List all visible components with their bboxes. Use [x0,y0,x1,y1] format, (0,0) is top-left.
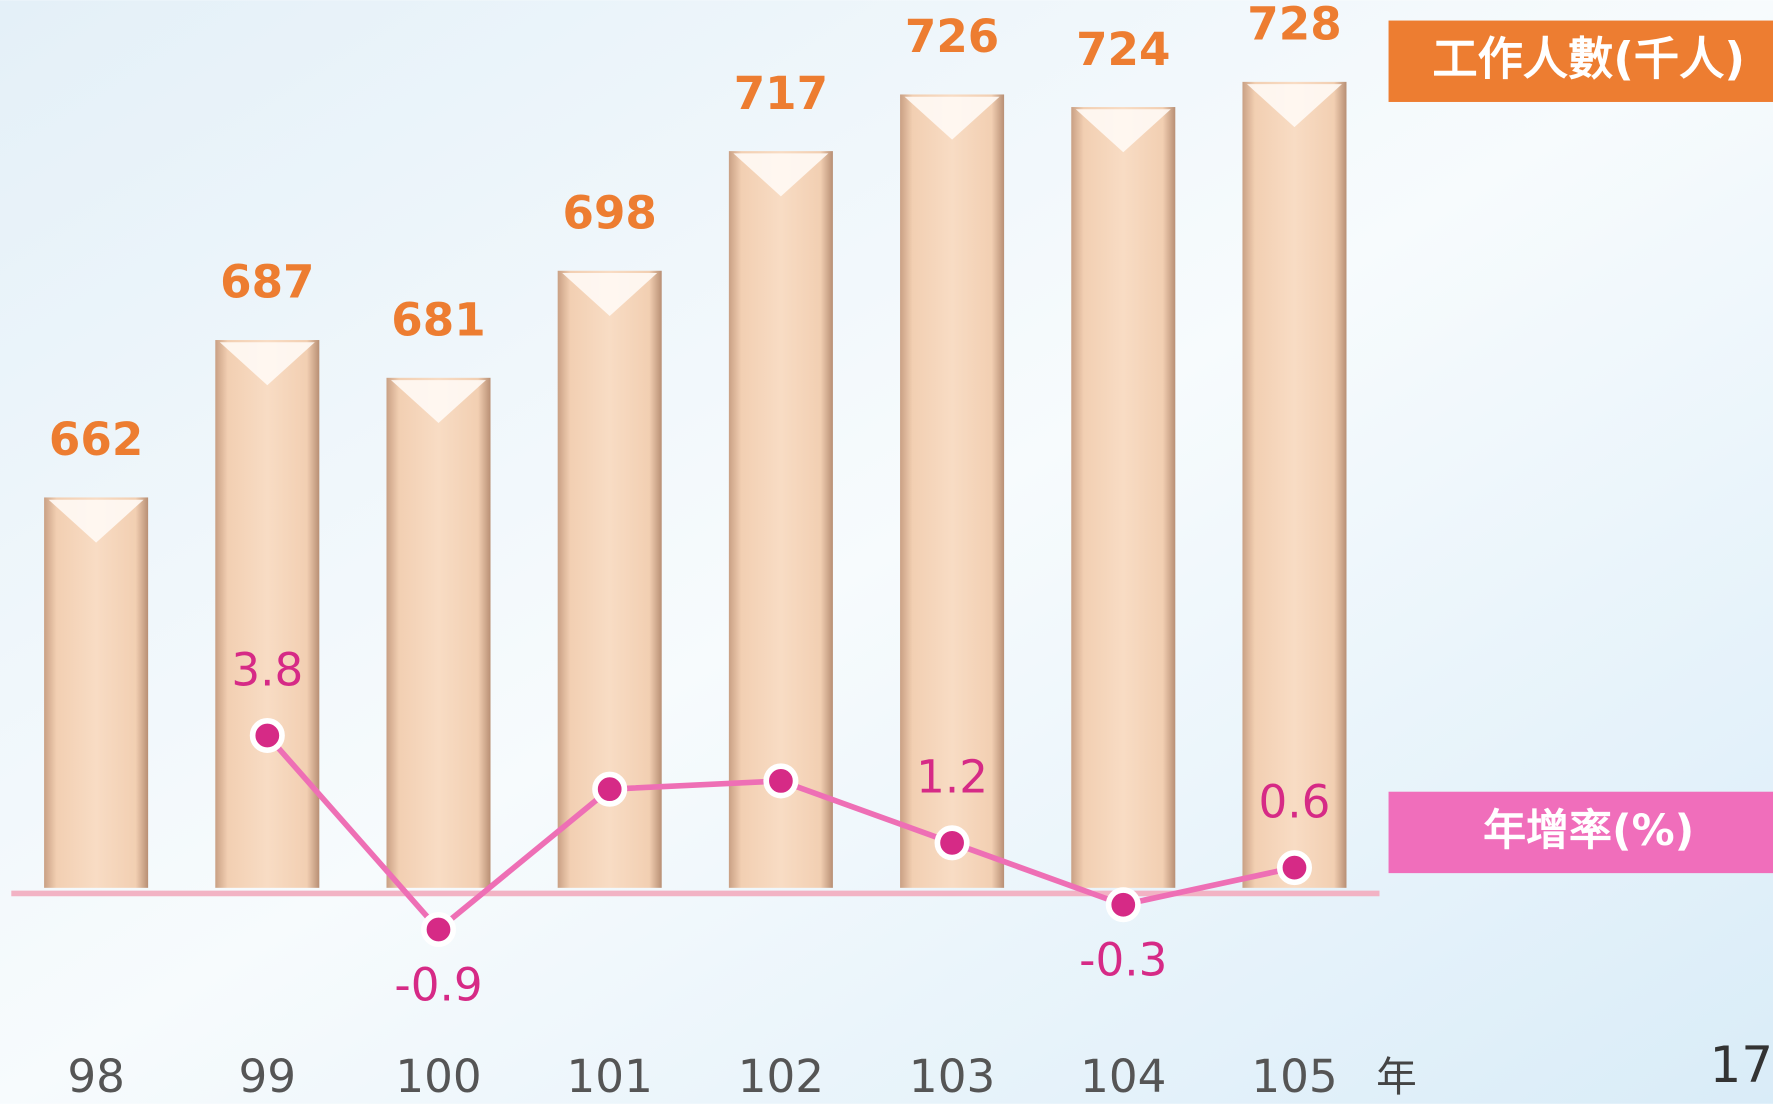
bar [1242,82,1346,888]
bar-value-label: 662 [49,413,143,466]
bar [386,378,490,888]
x-tick-label: 105 [1251,1050,1337,1103]
line-value-label: 3.8 [231,643,303,696]
bar [44,497,148,887]
line-value-label: -0.9 [394,958,482,1011]
x-tick-label: 104 [1080,1050,1166,1103]
x-tick-label: 99 [239,1050,297,1103]
line-marker [595,774,624,803]
line-marker [766,766,795,795]
line-value-label: 1.2 [916,751,988,804]
legend-line-label: 年增率(%) [1483,806,1694,856]
x-tick-label: 103 [909,1050,995,1103]
bar-value-label: 687 [220,256,314,309]
x-tick-label: 102 [738,1050,824,1103]
line-marker [1109,890,1138,919]
x-tick-label: 101 [567,1050,653,1103]
bar-value-label: 726 [905,10,999,63]
bar-value-label: 681 [391,294,485,347]
page-number: 17 [1710,1036,1773,1094]
x-tick-label: 98 [67,1050,125,1103]
line-value-label: -0.3 [1079,934,1167,987]
legend-bar-label: 工作人數(千人) [1432,32,1745,85]
x-axis-label: 年 [1376,1053,1417,1101]
line-marker [253,721,282,750]
line-marker [1280,853,1309,882]
bar-value-label: 717 [734,67,828,120]
line-marker [424,915,453,944]
bar-value-label: 728 [1247,0,1341,51]
bar [1071,107,1175,888]
bar-value-label: 724 [1076,23,1170,76]
line-marker [937,828,966,857]
bar [215,340,319,888]
chart: 工作人數(千人) 年增率(%) 年 17 98 99 100 101 102 103 104… [0,0,1773,1104]
bar-value-label: 698 [562,186,656,239]
line-value-label: 0.6 [1259,775,1331,828]
x-tick-label: 100 [395,1050,481,1103]
